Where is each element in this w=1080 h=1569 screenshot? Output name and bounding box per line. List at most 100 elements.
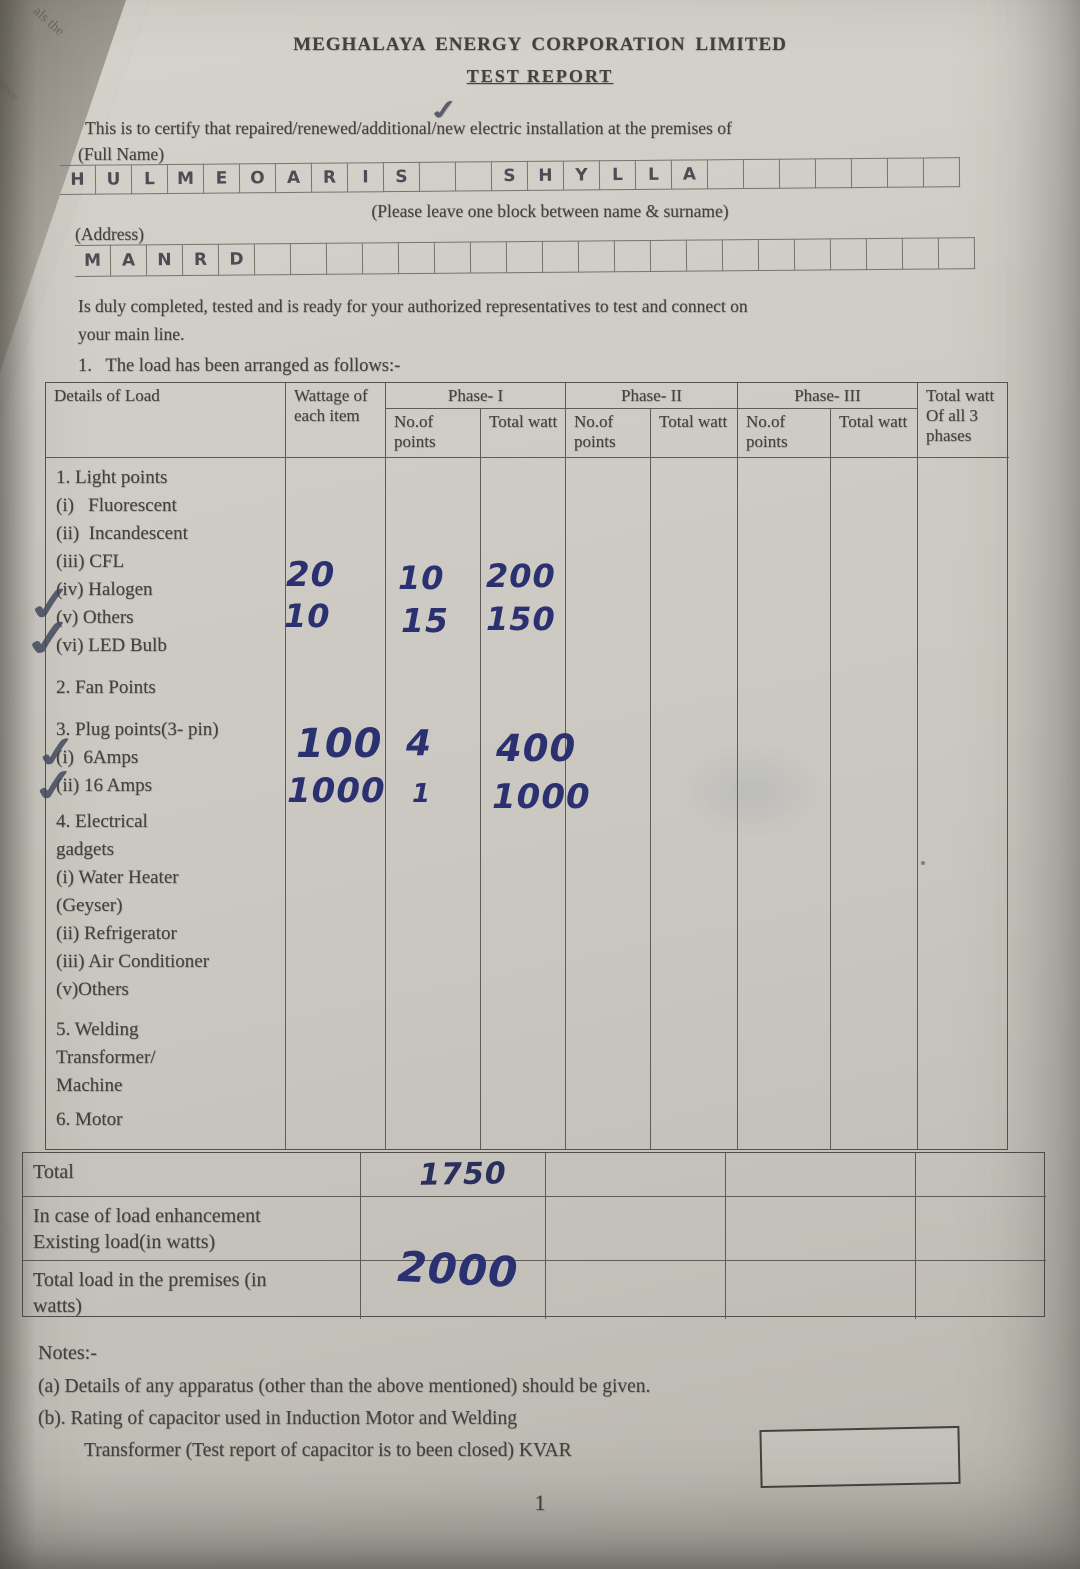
name-block-cell xyxy=(419,161,457,192)
name-block-cell xyxy=(815,158,853,189)
subheader-p1-points: No.of points xyxy=(386,409,481,458)
total-row-label: Total xyxy=(23,1153,361,1197)
hw-plugs-watt-2: 1000 xyxy=(492,777,591,817)
name-block-cell: U xyxy=(95,164,133,195)
load-item: gadgets xyxy=(56,839,115,860)
p3-watt-cell xyxy=(831,458,918,1149)
hw-plugs-points-2: 1 xyxy=(412,779,432,809)
enhancement-value-cell xyxy=(361,1197,546,1261)
completion-line2: your main line. xyxy=(78,324,185,344)
premises-load-row-label: Total load in the premises (in watts) xyxy=(23,1261,361,1319)
p2-watt-cell xyxy=(651,458,738,1149)
name-block-cell: A xyxy=(275,162,313,194)
name-block-cell xyxy=(779,158,817,189)
load-item: 5. Welding xyxy=(56,1019,139,1040)
enhancement-value-cell xyxy=(546,1197,726,1261)
organization-title: MEGHALAYA ENERGY CORPORATION LIMITED xyxy=(293,34,787,55)
name-block-cell: O xyxy=(239,163,277,194)
load-item-6amps-checked: (i) 6Amps xyxy=(56,747,139,768)
load-item-led-checked: (vi) LED Bulb xyxy=(56,635,167,656)
load-item: (iv) Halogen xyxy=(56,579,153,600)
col-header-phase3: Phase- III xyxy=(738,383,918,409)
name-block-cell: Y xyxy=(563,160,601,191)
note-b-line1: (b). Rating of capacitor used in Inducti… xyxy=(38,1408,517,1429)
hw-premises-total: 2000 xyxy=(396,1241,520,1298)
certify-sentence: This is to certify that repaired/renewed… xyxy=(85,95,732,139)
name-block-cell: S xyxy=(491,160,529,192)
address-block-cell xyxy=(578,240,616,273)
name-block-cell: L xyxy=(635,159,673,190)
enhancement-row-label: In case of load enhancement Existing loa… xyxy=(23,1197,361,1261)
word-new: new xyxy=(436,118,466,138)
wattage-cell xyxy=(286,458,386,1149)
hw-plugs-watt-1: 400 xyxy=(496,727,577,770)
load-item: (Geyser) xyxy=(56,895,123,916)
address-block-cell xyxy=(326,242,364,275)
hw-lights-points-2: 15 xyxy=(401,601,449,640)
hw-plugs-wattage-2: 1000 xyxy=(287,771,386,811)
load-item: 4. Electrical xyxy=(56,811,148,832)
p2-points-cell xyxy=(566,458,651,1149)
totals-table: Total In case of load enhancement Existi… xyxy=(22,1152,1046,1319)
name-block-cell: H xyxy=(527,160,565,191)
name-block-cell: E xyxy=(203,163,241,194)
block-hint: (Please leave one block between name & s… xyxy=(371,201,729,221)
name-block-cell: H xyxy=(59,164,97,195)
total-phase3-value-cell xyxy=(726,1153,916,1197)
load-item-16amps-checked: (ii) 16 Amps xyxy=(56,775,153,796)
certify-tail: electric installation at the premises of xyxy=(465,118,732,138)
premises-label-line1: Total load in the premises (in xyxy=(33,1269,267,1291)
load-item: (v)Others xyxy=(56,979,129,1000)
enhancement-value-cell xyxy=(726,1197,916,1261)
address-block-cell xyxy=(650,239,688,272)
subheader-p3-watt: Total watt xyxy=(831,409,918,458)
name-block-cell: A xyxy=(671,159,709,190)
address-block-cell: A xyxy=(110,244,148,277)
name-block-cell: L xyxy=(599,159,637,191)
address-block-cell xyxy=(902,237,940,270)
subheader-p3-points: No.of points xyxy=(738,409,831,458)
name-block-cell: M xyxy=(167,163,205,195)
notes-heading: Notes:- xyxy=(38,1342,97,1364)
enhancement-label-line1: In case of load enhancement xyxy=(33,1205,261,1227)
address-block-cell xyxy=(290,242,328,276)
address-block-cell xyxy=(758,238,796,272)
total-phase2-value-cell xyxy=(546,1153,726,1197)
address-block-cell: M xyxy=(74,244,112,277)
enhancement-value-cell xyxy=(916,1197,1046,1261)
load-table: Details of Load Wattage of each item Pha… xyxy=(19,382,1009,1150)
premises-value-cell xyxy=(546,1261,726,1319)
hw-plugs-wattage-1: 100 xyxy=(296,721,383,767)
load-item: 2. Fan Points xyxy=(56,677,156,698)
col-header-wattage: Wattage of each item xyxy=(286,383,386,458)
subheader-p2-points: No.of points xyxy=(566,409,651,458)
certify-lead: This is to certify that repaired/renewed… xyxy=(85,118,437,138)
col-header-total-all-phases: Total watt Of all 3 phases xyxy=(918,383,1009,458)
ink-bleed-smudge xyxy=(676,743,826,838)
load-item: (ii) Incandescent xyxy=(56,523,188,544)
name-block-cell: S xyxy=(383,161,421,193)
premises-value-cell xyxy=(726,1261,916,1319)
address-block-cell xyxy=(506,240,544,274)
total-phase1-value-cell xyxy=(361,1153,546,1197)
total-all-value-cell xyxy=(916,1153,1046,1197)
load-item: (i) Water Heater xyxy=(56,867,179,888)
pen-dot xyxy=(921,861,925,865)
completion-paragraph: Is duly completed, tested and is ready f… xyxy=(78,292,748,348)
col-header-phase1: Phase- I xyxy=(386,383,566,409)
hw-plugs-points-1: 4 xyxy=(406,723,433,764)
check-icon: ✓ xyxy=(18,608,80,671)
premises-value-cell xyxy=(916,1261,1046,1319)
name-block-cell xyxy=(851,157,889,189)
hw-lights-wattage-2: 10 xyxy=(284,597,331,635)
address-block-cell xyxy=(470,241,508,274)
p1-watt-cell xyxy=(481,458,566,1149)
subheader-p1-watt: Total watt xyxy=(481,409,566,458)
checked-word-new: ✓ new xyxy=(427,95,466,139)
address-block-cell xyxy=(614,239,652,273)
premises-value-cell xyxy=(361,1261,546,1319)
address-block-cell: R xyxy=(182,243,220,277)
full-name-label: (Full Name) xyxy=(78,144,165,164)
